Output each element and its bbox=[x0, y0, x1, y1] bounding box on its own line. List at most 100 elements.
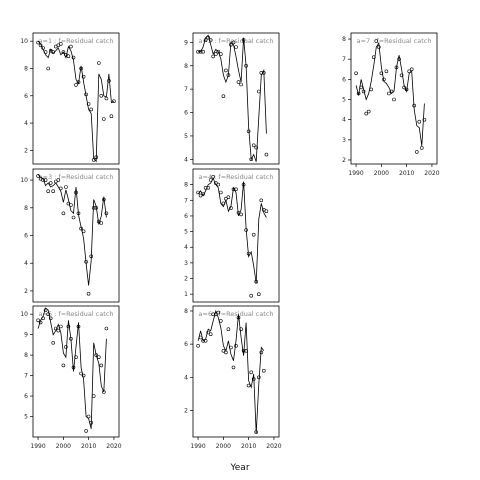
y-tick-label: 6 bbox=[24, 93, 28, 100]
data-point bbox=[51, 50, 56, 54]
y-tick-label: 4 bbox=[184, 156, 188, 163]
y-tick-label: 2 bbox=[184, 407, 188, 414]
data-point bbox=[364, 111, 369, 116]
data-point bbox=[107, 79, 111, 83]
panel-frame bbox=[32, 32, 120, 165]
data-point bbox=[404, 87, 409, 92]
data-point bbox=[89, 420, 93, 425]
x-tick-label: 2020 bbox=[266, 443, 281, 450]
data-point bbox=[84, 429, 88, 433]
data-point bbox=[219, 52, 223, 56]
y-tick-label: 10 bbox=[20, 38, 28, 45]
panel-5: a=4 : f=Residual catch 1 2 3 4 5 6 7 8 bbox=[184, 168, 280, 303]
data-point bbox=[246, 251, 251, 256]
data-point bbox=[69, 203, 73, 207]
data-point bbox=[226, 327, 231, 332]
data-point bbox=[392, 97, 396, 102]
x-tick-label: 2000 bbox=[216, 443, 231, 450]
data-point bbox=[58, 324, 63, 329]
data-point bbox=[359, 85, 363, 90]
data-point bbox=[99, 363, 104, 368]
data-point bbox=[66, 324, 71, 329]
data-point bbox=[229, 42, 233, 47]
data-point bbox=[231, 187, 236, 192]
data-point bbox=[211, 175, 215, 179]
panel-7: a=6 : f=Residual catch 2 4 6 8 1990 2000 2010 20… bbox=[184, 305, 282, 450]
data-point bbox=[422, 117, 427, 122]
data-point bbox=[61, 363, 66, 368]
data-point bbox=[236, 80, 241, 84]
data-point bbox=[97, 355, 101, 360]
data-point bbox=[206, 330, 210, 335]
panel-frame bbox=[32, 305, 120, 438]
data-point bbox=[264, 209, 269, 213]
data-point bbox=[387, 91, 391, 96]
y-tick-label: 7 bbox=[342, 56, 346, 63]
data-point bbox=[234, 343, 238, 348]
panel-strip-label: a=7 : f=Residual catch bbox=[357, 37, 432, 45]
data-point bbox=[109, 114, 114, 118]
data-point bbox=[201, 338, 205, 343]
x-tick-label: 2010 bbox=[241, 443, 256, 450]
data-point bbox=[379, 71, 384, 76]
data-point bbox=[196, 49, 200, 54]
data-point bbox=[203, 186, 208, 190]
data-point bbox=[229, 206, 233, 210]
y-tick-label: 5 bbox=[184, 133, 188, 140]
data-point bbox=[74, 355, 78, 360]
y-tick-label: 9 bbox=[24, 332, 28, 339]
data-point bbox=[46, 189, 51, 193]
data-point bbox=[259, 350, 264, 355]
y-tick-label: 3 bbox=[184, 260, 188, 267]
data-point bbox=[259, 198, 264, 203]
data-point bbox=[251, 232, 256, 237]
y-tick-label: 2 bbox=[24, 147, 28, 154]
data-point bbox=[221, 201, 226, 206]
data-point bbox=[201, 49, 205, 54]
y-tick-label: 8 bbox=[184, 308, 188, 315]
y-tick-label: 8 bbox=[184, 182, 188, 189]
data-point bbox=[38, 43, 43, 48]
panel-3: a=7 : f=Residual catch 2 3 4 5 6 7 8 1990 2000 201… bbox=[342, 32, 440, 177]
data-point bbox=[56, 178, 61, 182]
x-tick-label: 2000 bbox=[56, 443, 71, 450]
data-point bbox=[99, 221, 104, 225]
data-point bbox=[71, 365, 76, 370]
data-point bbox=[259, 71, 264, 75]
data-point bbox=[81, 373, 86, 378]
data-point bbox=[241, 348, 246, 353]
data-point bbox=[76, 211, 81, 216]
data-point bbox=[48, 181, 53, 185]
data-point bbox=[221, 94, 226, 98]
data-point bbox=[261, 368, 266, 373]
panel-4: a=3 : f=Residual catch 2 4 6 8 10 bbox=[20, 168, 120, 303]
y-tick-label: 6 bbox=[24, 233, 28, 240]
data-point bbox=[58, 42, 63, 46]
data-point bbox=[97, 61, 101, 65]
x-tick-label: 1990 bbox=[348, 170, 363, 177]
y-tick-label: 3 bbox=[342, 137, 346, 144]
data-point bbox=[86, 102, 91, 106]
data-point bbox=[58, 186, 63, 191]
y-tick-label: 2 bbox=[342, 157, 346, 164]
data-point bbox=[91, 206, 96, 210]
data-point bbox=[79, 66, 83, 71]
y-tick-label: 10 bbox=[20, 311, 28, 318]
data-point bbox=[216, 182, 221, 187]
data-point bbox=[102, 197, 106, 202]
data-point bbox=[241, 182, 246, 187]
data-point bbox=[84, 92, 88, 97]
data-point bbox=[74, 190, 78, 195]
data-point bbox=[84, 259, 88, 264]
data-point bbox=[79, 371, 83, 376]
data-point bbox=[236, 315, 241, 320]
data-point bbox=[371, 55, 376, 60]
y-tick-label: 4 bbox=[184, 244, 188, 251]
data-point bbox=[249, 157, 253, 162]
data-point bbox=[264, 152, 269, 157]
y-tick-label: 4 bbox=[184, 374, 188, 381]
y-tick-label: 6 bbox=[184, 341, 188, 348]
data-point bbox=[256, 292, 261, 297]
data-point bbox=[244, 64, 248, 68]
